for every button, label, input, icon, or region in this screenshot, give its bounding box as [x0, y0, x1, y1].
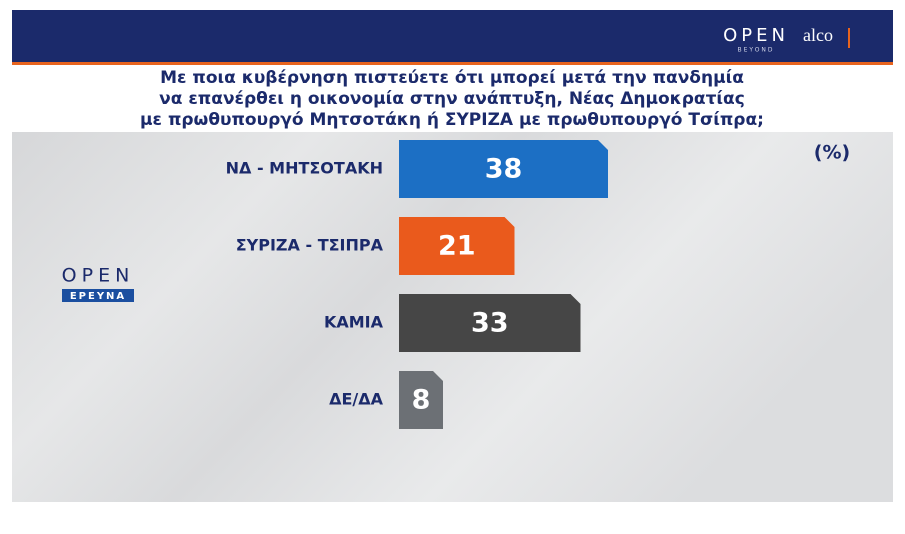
logo: OPEN — [723, 25, 789, 46]
bar — [399, 140, 608, 198]
value-label: 21 — [438, 231, 476, 262]
chart-title: Με ποια κυβέρνηση πιστεύετε ότι μπορεί μ… — [160, 68, 744, 88]
value-label: 38 — [485, 154, 523, 185]
side-logo-band — [62, 289, 134, 302]
header-rule — [12, 62, 893, 65]
bar — [399, 371, 443, 429]
chart-title: να επανέρθει η οικονομία στην ανάπτυξη, … — [159, 89, 745, 109]
bar — [399, 217, 515, 275]
value-label: 8 — [412, 385, 431, 416]
value-label: 33 — [471, 308, 509, 339]
logo-sub: BEYOND — [737, 47, 774, 54]
side-logo: OPEN — [62, 265, 135, 287]
header-band — [12, 10, 893, 62]
bar — [399, 294, 581, 352]
partner-logo: alco — [803, 25, 833, 45]
category-label: ΝΔ - ΜΗΤΣΟΤΑΚΗ — [226, 159, 383, 178]
side-logo-sub: ΕΡΕΥΝΑ — [70, 291, 126, 302]
partner-rule — [848, 28, 850, 48]
category-label: ΣΥΡΙΖΑ - ΤΣΙΠΡΑ — [236, 236, 384, 255]
chart-title: με πρωθυπουργό Μητσοτάκη ή ΣΥΡΙΖΑ με πρω… — [140, 110, 764, 130]
category-label: ΔΕ/ΔΑ — [329, 390, 384, 409]
unit-label: (%) — [814, 142, 850, 164]
category-label: ΚΑΜΙΑ — [324, 313, 384, 332]
